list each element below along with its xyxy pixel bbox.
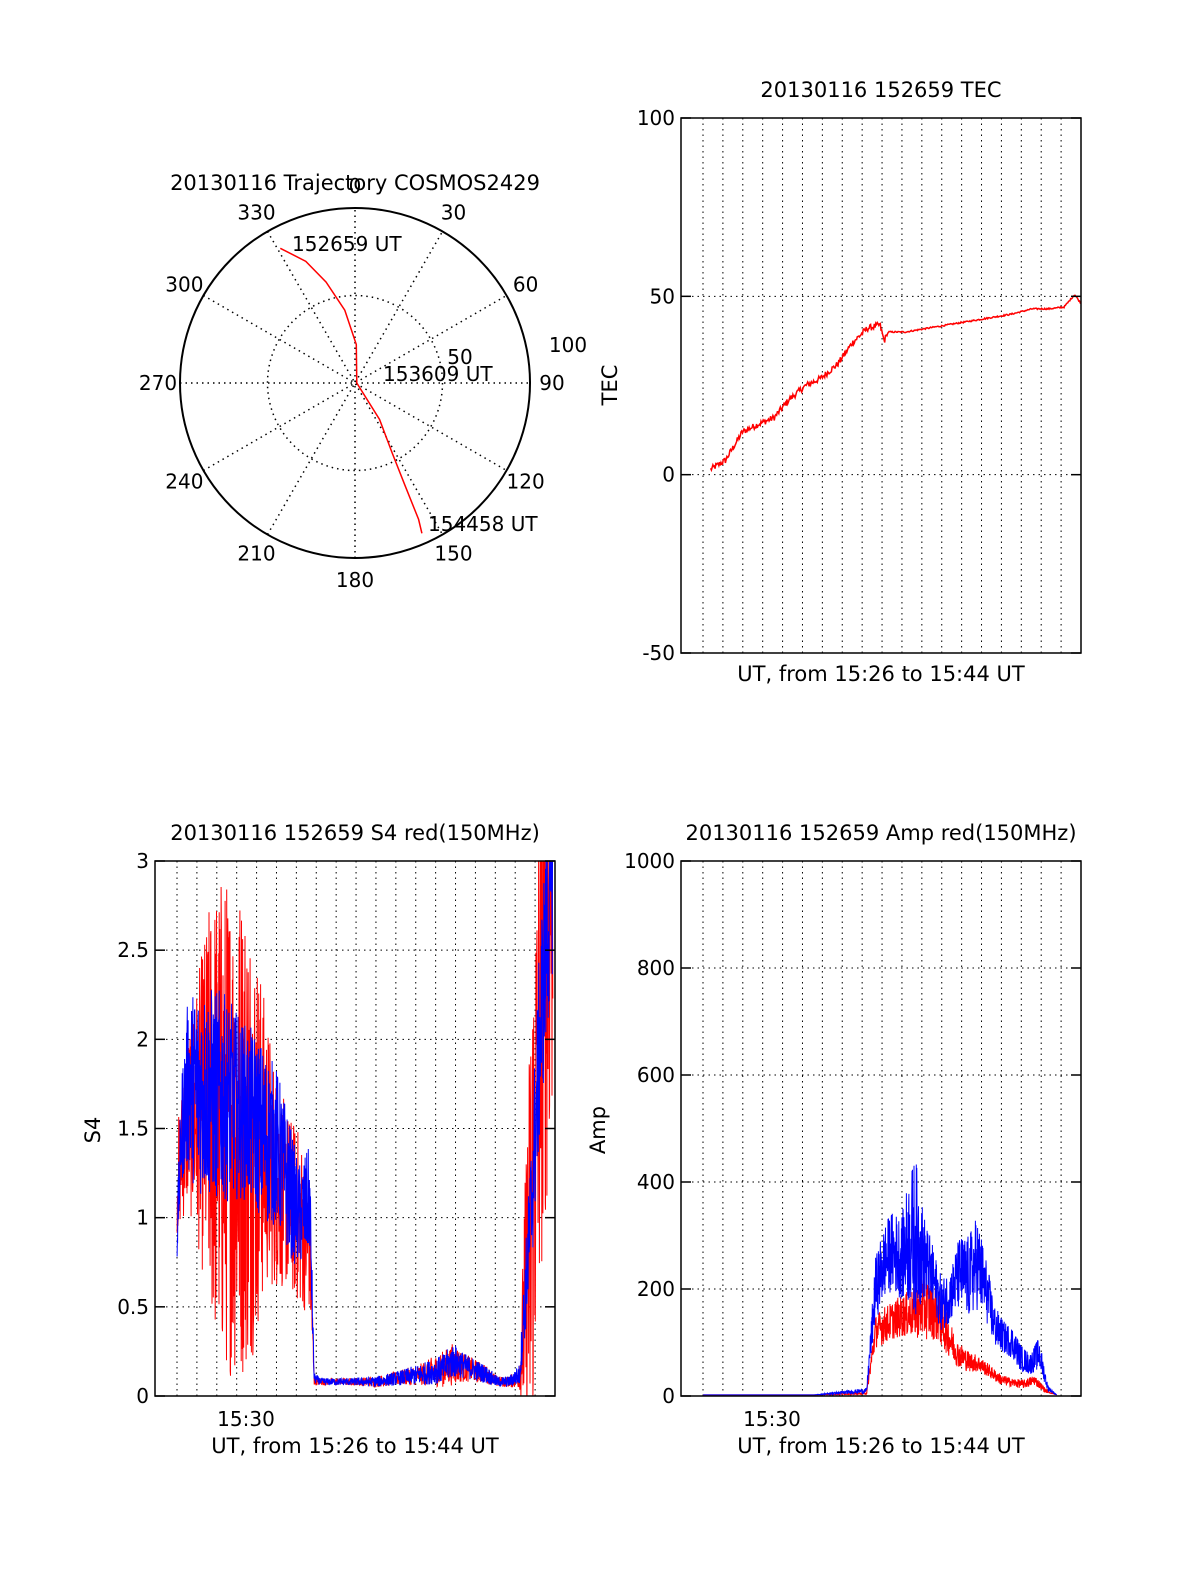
s4-blue-series-line <box>176 860 553 1388</box>
amp-series-group <box>703 1164 1057 1397</box>
y-tick-label: 2 <box>136 1027 149 1051</box>
trajectory-mid-annotation: 153609 UT <box>383 362 493 386</box>
amp-y-axis-label: Amp <box>586 1106 610 1154</box>
s4-series-group <box>176 860 554 1397</box>
y-tick-label: 50 <box>650 284 675 308</box>
polar-spoke-line <box>266 231 444 535</box>
y-tick-label: 600 <box>637 1063 675 1087</box>
y-tick-label: 0 <box>662 463 675 487</box>
tec-panel: 20130116 152659 TEC -50 0 50 100 TEC UT, fr… <box>598 78 1082 686</box>
polar-angle-label: 0 <box>349 174 362 198</box>
s4-y-ticks: 0 0.5 1 1.5 2 2.5 3 <box>117 849 555 1408</box>
polar-angle-label: 270 <box>139 371 177 395</box>
y-tick-label: 0 <box>662 1384 675 1408</box>
amp-y-ticks: 0 200 400 600 800 1000 <box>624 849 1081 1408</box>
y-tick-label: -50 <box>642 641 675 665</box>
y-tick-label: 0.5 <box>117 1295 149 1319</box>
trajectory-series-line <box>279 247 423 534</box>
tec-x-axis-label: UT, from 15:26 to 15:44 UT <box>737 662 1025 686</box>
polar-angle-label: 300 <box>165 273 203 297</box>
polar-angle-label: 90 <box>539 371 564 395</box>
tec-series-line <box>709 294 1082 473</box>
y-tick-label: 3 <box>136 849 149 873</box>
y-tick-label: 1.5 <box>117 1117 149 1141</box>
polar-grid-circle <box>266 294 444 472</box>
polar-angle-label: 180 <box>336 568 374 592</box>
y-tick-label: 800 <box>637 956 675 980</box>
polar-spoke-line <box>266 231 444 535</box>
trajectory-end-annotation: 154458 UT <box>428 512 538 536</box>
tec-title: 20130116 152659 TEC <box>760 78 1001 102</box>
trajectory-plot: 20130116 Trajectory COSMOS2429 0 30 60 90 12… <box>139 171 587 592</box>
polar-radial-label-100: 100 <box>549 333 587 357</box>
amp-x-tick-label: 15:30 <box>743 1407 801 1431</box>
polar-angle-label: 240 <box>165 470 203 494</box>
trajectory-start-annotation: 152659 UT <box>292 232 402 256</box>
amp-grid <box>681 860 1081 1397</box>
polar-angle-label: 60 <box>513 273 538 297</box>
trajectory-title: 20130116 Trajectory COSMOS2429 <box>170 171 540 195</box>
y-tick-label: 200 <box>637 1277 675 1301</box>
s4-x-axis-label: UT, from 15:26 to 15:44 UT <box>211 1434 499 1458</box>
s4-panel: 20130116 152659 S4 red(150MHz) 0 0.5 1 1.5 2… <box>81 821 556 1458</box>
polar-spoke-line <box>203 294 507 472</box>
polar-radial-label-50: 50 <box>447 345 472 369</box>
y-tick-label: 1000 <box>624 849 675 873</box>
tec-y-axis-label: TEC <box>598 365 622 407</box>
polar-angle-label: 330 <box>237 200 275 224</box>
polar-angle-labels: 0 30 60 90 120 150 180 210 240 270 300 330 <box>139 174 565 592</box>
s4-x-tick-label: 15:30 <box>217 1407 275 1431</box>
amp-blue-series-line <box>703 1164 1057 1397</box>
y-tick-label: 100 <box>637 106 675 130</box>
polar-angle-label: 150 <box>434 542 472 566</box>
y-tick-label: 0 <box>136 1384 149 1408</box>
s4-title: 20130116 152659 S4 red(150MHz) <box>170 821 540 845</box>
s4-y-axis-label: S4 <box>81 1117 105 1144</box>
y-tick-label: 1 <box>136 1206 149 1230</box>
amp-title: 20130116 152659 Amp red(150MHz) <box>685 821 1076 845</box>
amp-plot-frame <box>680 860 1082 1397</box>
tec-y-ticks: -50 0 50 100 <box>637 106 1081 665</box>
y-tick-label: 2.5 <box>117 938 149 962</box>
amp-x-axis-label: UT, from 15:26 to 15:44 UT <box>737 1434 1025 1458</box>
polar-angle-label: 210 <box>237 542 275 566</box>
amp-panel: 20130116 152659 Amp red(150MHz) 0 200 400 6… <box>586 821 1082 1458</box>
tec-grid <box>681 117 1081 654</box>
polar-spokes <box>180 208 530 558</box>
polar-angle-label: 30 <box>441 200 466 224</box>
polar-spoke-line <box>203 294 507 472</box>
polar-angle-label: 120 <box>507 470 545 494</box>
tec-plot-frame <box>680 117 1082 654</box>
y-tick-label: 400 <box>637 1170 675 1194</box>
